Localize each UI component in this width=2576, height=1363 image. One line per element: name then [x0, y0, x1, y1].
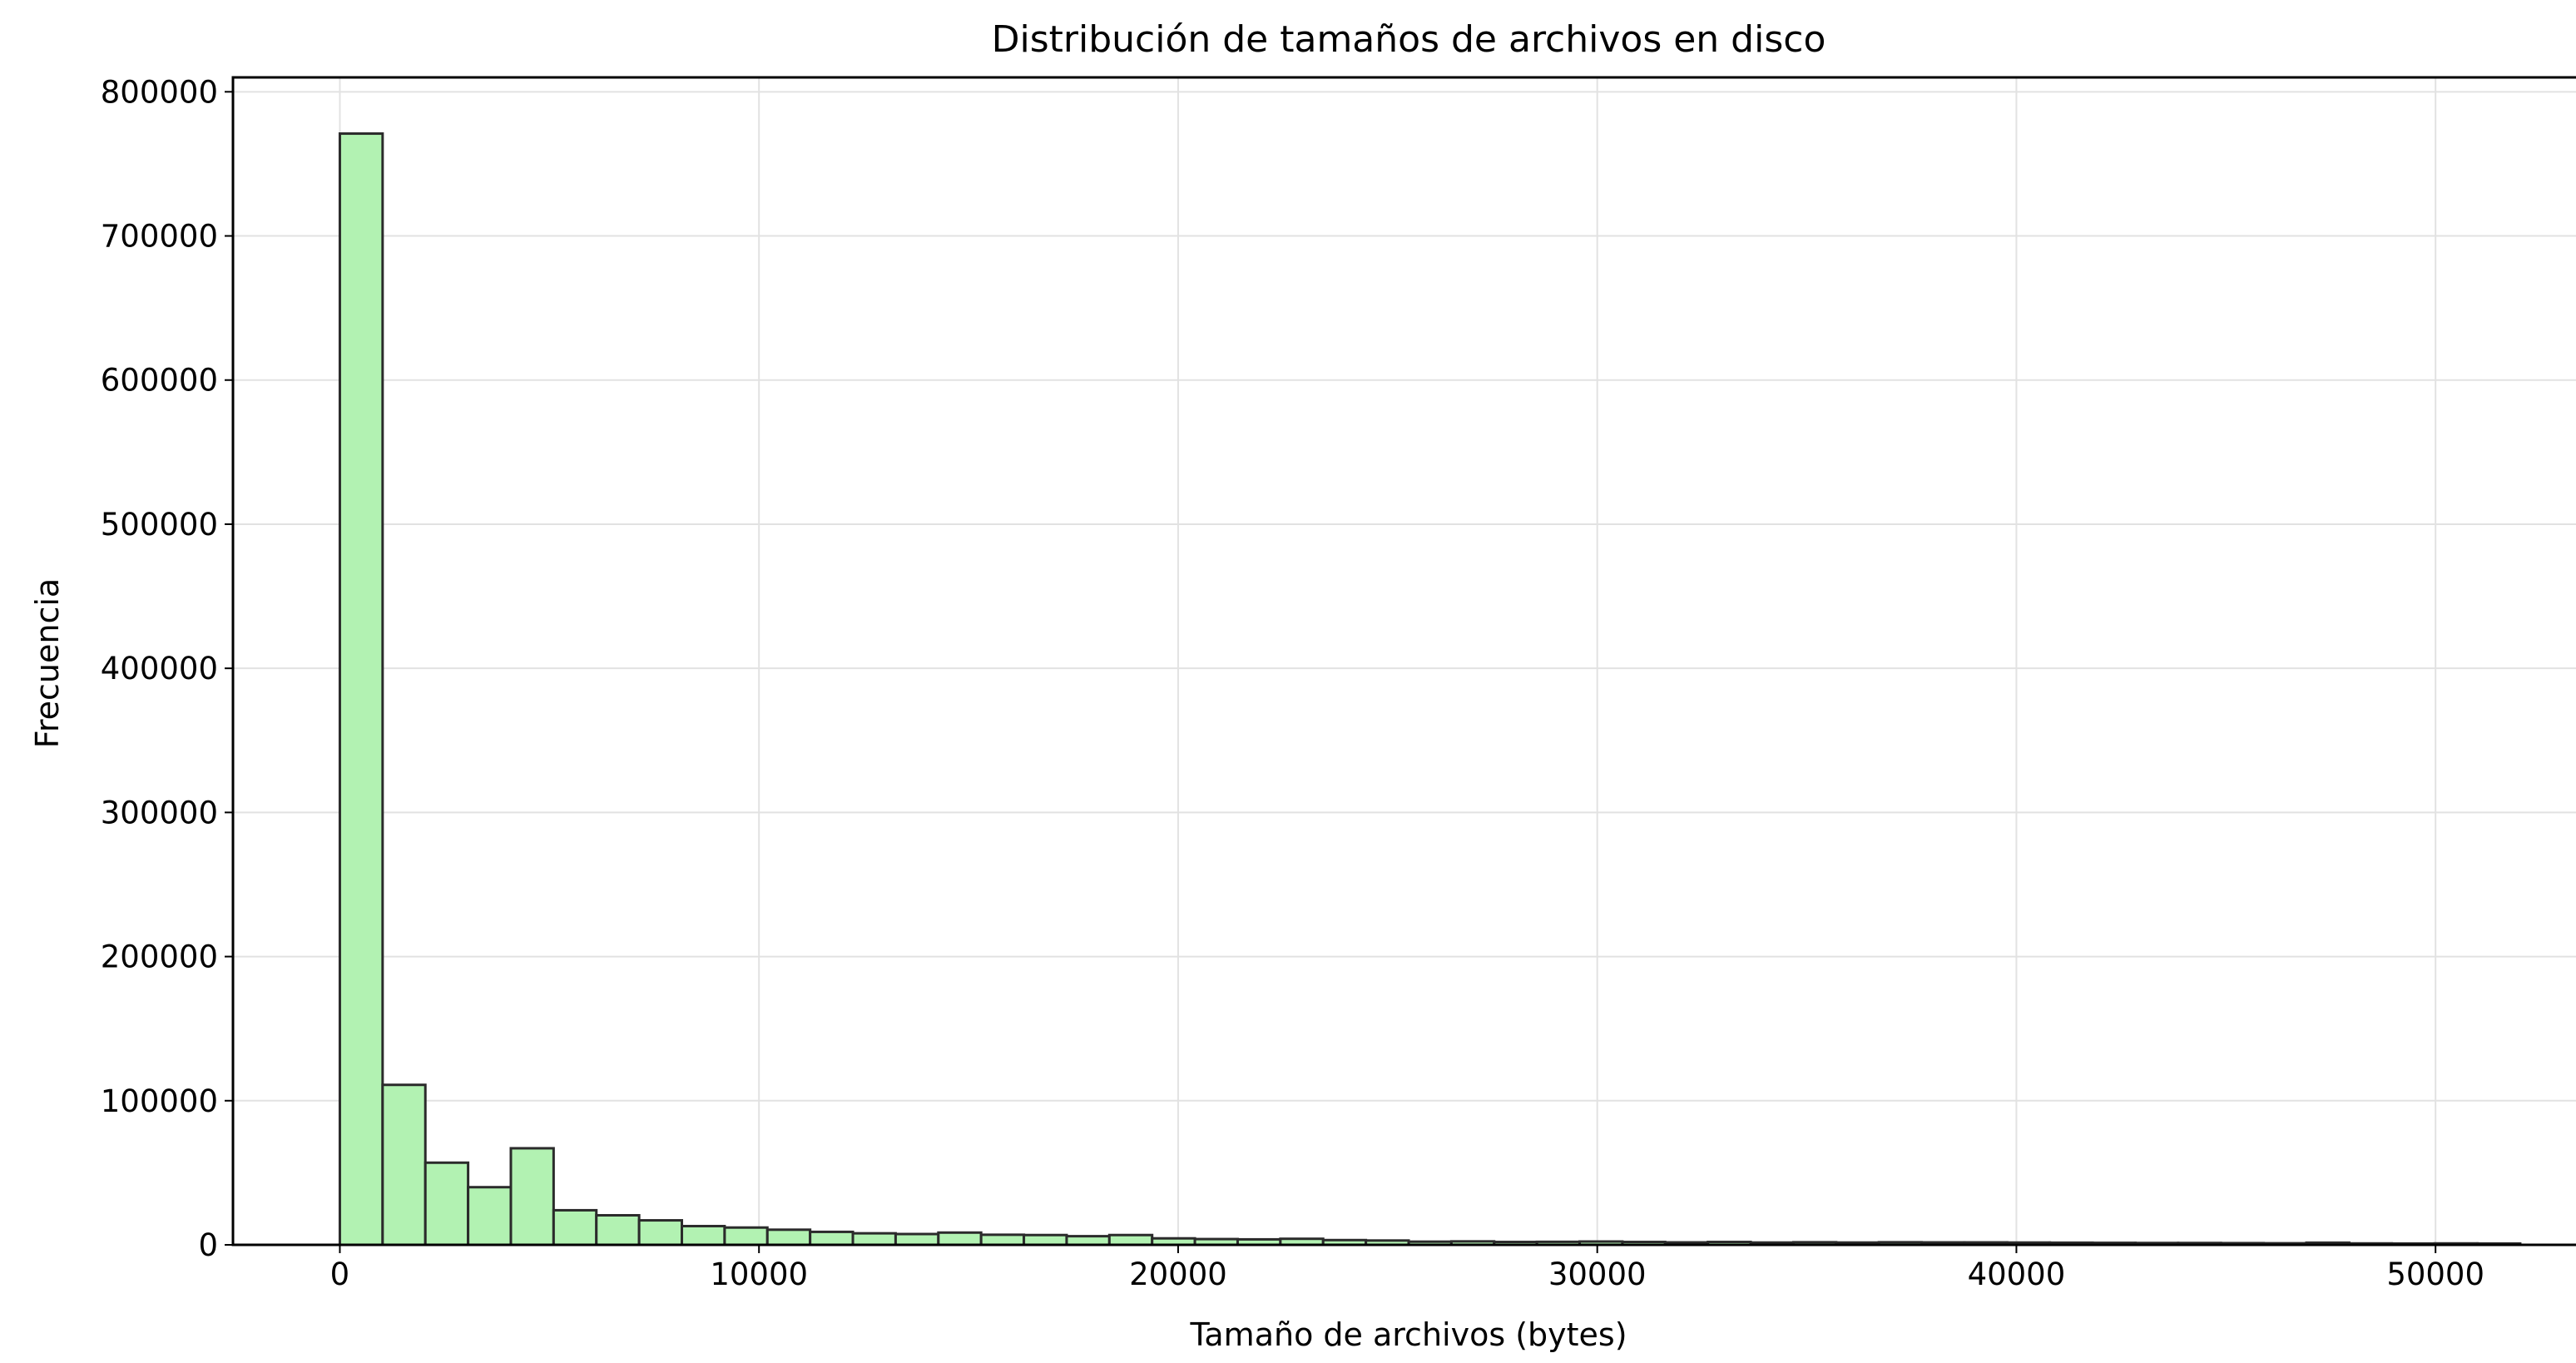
histogram-bar — [1023, 1233, 1068, 1247]
y-axis-label: Frecuencia — [29, 578, 66, 748]
y-tick-label: 400000 — [101, 651, 218, 686]
histogram-bar — [381, 1083, 427, 1247]
y-tick-label: 200000 — [101, 939, 218, 975]
y-tick-label: 600000 — [101, 363, 218, 399]
histogram-bar — [637, 1219, 684, 1247]
y-tick-label: 500000 — [101, 507, 218, 543]
histogram-bars — [338, 132, 2522, 1247]
grid — [233, 77, 2576, 1246]
x-tick-label: 0 — [330, 1256, 350, 1292]
histogram-bar — [467, 1186, 513, 1247]
x-axis-ticks: 0 10000 20000 30000 40000 50000 — [330, 1245, 2484, 1292]
plot-frame — [231, 76, 2576, 1247]
y-axis-ticks: 0 100000 200000 300000 400000 500000 600000 700… — [101, 74, 233, 1263]
histogram-bar — [765, 1228, 812, 1247]
histogram-bar — [809, 1230, 855, 1247]
x-tick-label: 10000 — [710, 1256, 808, 1292]
histogram-bar — [723, 1226, 769, 1247]
y-tick-label: 800000 — [101, 74, 218, 110]
histogram-bar — [595, 1213, 641, 1247]
histogram-bar — [979, 1233, 1026, 1247]
y-tick-label: 700000 — [101, 219, 218, 255]
histogram-bar — [509, 1147, 555, 1247]
histogram-bar — [338, 132, 384, 1247]
histogram-bar — [552, 1208, 598, 1247]
histogram-bar — [1107, 1233, 1154, 1247]
x-tick-label: 50000 — [2386, 1256, 2484, 1292]
y-tick-label: 100000 — [101, 1083, 218, 1119]
histogram-bar — [424, 1161, 470, 1247]
x-tick-label: 20000 — [1129, 1256, 1227, 1292]
x-axis-label: Tamaño de archivos (bytes) — [1189, 1316, 1627, 1353]
x-tick-label: 40000 — [1968, 1256, 2066, 1292]
y-tick-label: 0 — [198, 1227, 218, 1263]
x-tick-label: 30000 — [1548, 1256, 1647, 1292]
histogram-bar — [894, 1232, 940, 1247]
histogram-bar — [681, 1224, 726, 1247]
histogram-bar — [1065, 1235, 1111, 1247]
histogram-bar — [937, 1231, 983, 1247]
y-tick-label: 300000 — [101, 795, 218, 830]
chart-title: Distribución de tamaños de archivos en d… — [992, 18, 1826, 61]
histogram-bar — [851, 1232, 897, 1247]
